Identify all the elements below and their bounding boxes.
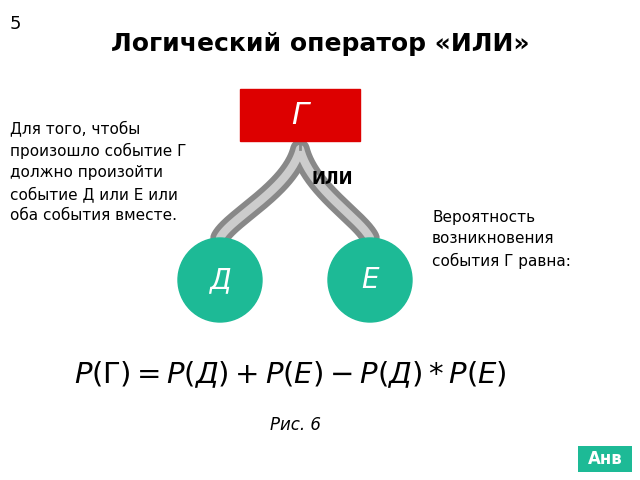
Text: $\it{P}(\it{\Gamma}) = \it{P}(\it{Д}) + \it{P}(\it{E}) - \it{P}(\it{Д}) * \it{P}: $\it{P}(\it{\Gamma}) = \it{P}(\it{Д}) + … [74,360,506,390]
Text: Рис. 6: Рис. 6 [269,416,321,434]
FancyBboxPatch shape [240,89,360,141]
Circle shape [328,238,412,322]
Text: Д: Д [209,266,231,294]
Text: 5: 5 [10,15,22,33]
Text: Анв: Анв [588,450,622,468]
Text: Г: Г [291,100,308,130]
Text: Для того, чтобы
произошло событие Г
должно произойти
событие Д или Е или
оба соб: Для того, чтобы произошло событие Г долж… [10,120,186,223]
Text: Е: Е [361,266,379,294]
Text: ИЛИ: ИЛИ [311,170,353,188]
Circle shape [178,238,262,322]
FancyBboxPatch shape [578,446,632,472]
Text: Логический оператор «ИЛИ»: Логический оператор «ИЛИ» [111,32,529,56]
Text: Вероятность
возникновения
события Г равна:: Вероятность возникновения события Г равн… [432,210,571,269]
